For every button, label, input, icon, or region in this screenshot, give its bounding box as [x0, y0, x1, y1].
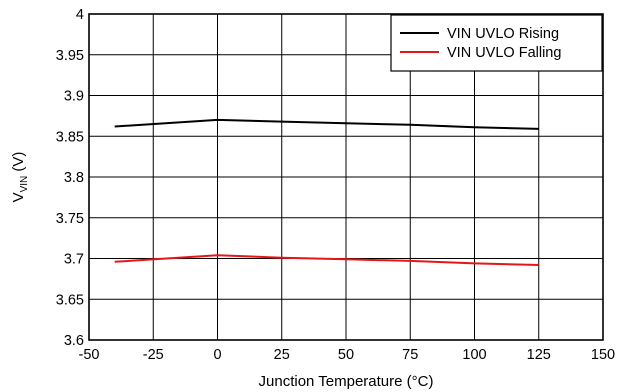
- y-tick-label: 3.7: [64, 252, 84, 268]
- series-line-0: [114, 118, 539, 130]
- x-axis-title: Junction Temperature (°C): [259, 373, 434, 390]
- x-tick-label: 125: [527, 347, 551, 363]
- y-tick-label: 4: [76, 7, 84, 23]
- y-tick-labels: 3.6 3.65 3.7 3.75 3.8 3.85 3.9 3.95 4: [56, 7, 84, 349]
- y-tick-label: 3.6: [64, 333, 84, 349]
- legend-label-rising: VIN UVLO Rising: [447, 26, 559, 42]
- y-tick-label: 3.85: [56, 129, 84, 145]
- legend-box: [390, 14, 603, 72]
- x-tick-label: 0: [213, 347, 221, 363]
- y-tick-label: 3.95: [56, 48, 84, 64]
- x-tick-label: 25: [274, 347, 290, 363]
- y-axis-title: VVIN (V): [10, 152, 30, 203]
- x-tick-labels: -50 -25 0 25 50 75 100 125 150: [79, 347, 616, 363]
- y-axis-title-subscript: VIN: [19, 176, 30, 193]
- x-tick-label: -25: [143, 347, 164, 363]
- y-axis-title-unit: (V): [10, 152, 27, 176]
- series-line-1: [114, 254, 539, 266]
- series-group: [114, 118, 539, 266]
- y-tick-label: 3.9: [64, 89, 84, 105]
- legend-label-falling: VIN UVLO Falling: [447, 45, 561, 61]
- y-axis-title-main: V: [10, 192, 27, 202]
- x-tick-label: 75: [402, 347, 418, 363]
- x-tick-label: 50: [338, 347, 354, 363]
- plot-frame: [88, 13, 604, 341]
- legend: VIN UVLO Rising VIN UVLO Falling: [390, 14, 603, 72]
- y-tick-label: 3.8: [64, 170, 84, 186]
- y-tick-label: 3.65: [56, 292, 84, 308]
- y-tick-label: 3.75: [56, 211, 84, 227]
- x-tick-label: 100: [462, 347, 486, 363]
- x-tick-label: -50: [79, 347, 100, 363]
- x-tick-label: 150: [591, 347, 615, 363]
